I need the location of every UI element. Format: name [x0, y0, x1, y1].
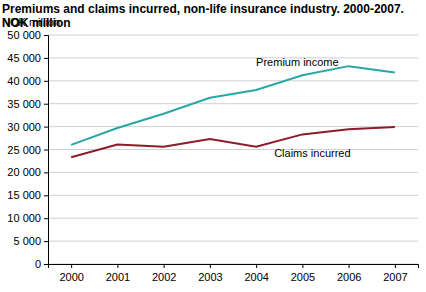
x-axis-line — [49, 265, 419, 269]
grid-line — [48, 241, 418, 242]
plot-area — [71, 66, 395, 157]
y-tick: 50 000 — [7, 29, 48, 41]
grid-line — [48, 80, 418, 81]
x-tick-mark — [349, 264, 350, 268]
x-tick: 2004 — [244, 264, 268, 283]
y-tick: 30 000 — [7, 121, 48, 133]
y-tick: 10 000 — [7, 212, 48, 224]
y-tick-mark — [44, 58, 48, 59]
grid-line — [48, 57, 418, 58]
y-tick-label: 40 000 — [7, 75, 41, 87]
y-tick-mark — [44, 127, 48, 128]
y-tick-mark — [44, 104, 48, 105]
y-tick-label: 45 000 — [7, 52, 41, 64]
x-tick: 2005 — [291, 264, 315, 283]
y-tick: 25 000 — [7, 144, 48, 156]
y-tick-label: 15 000 — [7, 189, 41, 201]
x-tick-label: 2005 — [291, 271, 315, 283]
y-tick: 20 000 — [7, 166, 48, 178]
x-tick: 2007 — [383, 264, 407, 283]
grid-line — [48, 103, 418, 104]
y-tick-label: 5 000 — [13, 235, 41, 247]
x-tick-label: 2001 — [106, 271, 130, 283]
y-tick-mark — [44, 172, 48, 173]
y-axis: 0 5 000 10 000 15 000 20 000 25 000 30 000 35 0… — [7, 29, 48, 270]
y-tick-mark — [44, 195, 48, 196]
y-tick: 45 000 — [7, 52, 48, 64]
y-axis-line — [44, 36, 49, 265]
x-tick-mark — [302, 264, 303, 268]
x-axis: 2000 2001 2002 2003 2004 2005 2006 2007 — [49, 264, 419, 283]
y-tick-mark — [44, 264, 48, 265]
x-tick: 2001 — [106, 264, 130, 283]
y-tick-mark — [44, 241, 48, 242]
grid-line — [48, 35, 418, 36]
x-tick-mark — [256, 264, 257, 268]
series-label: Claims incurred — [274, 147, 350, 159]
y-tick-label: 50 000 — [7, 29, 41, 41]
grid — [48, 35, 418, 264]
y-tick-mark — [44, 150, 48, 151]
y-tick-mark — [44, 35, 48, 36]
x-tick-label: 2007 — [383, 271, 407, 283]
y-tick-label: 0 — [35, 258, 41, 270]
x-tick-label: 2003 — [198, 271, 222, 283]
series-line — [71, 66, 395, 145]
x-tick-label: 2002 — [152, 271, 176, 283]
y-tick: 5 000 — [13, 235, 48, 247]
y-tick-mark — [44, 218, 48, 219]
chart: Premiums and claims incurred, non-life i… — [0, 0, 426, 292]
series-label: Premium income — [256, 56, 339, 68]
x-tick: 2003 — [198, 264, 222, 283]
x-tick-mark — [71, 264, 72, 268]
y-tick: 35 000 — [7, 98, 48, 110]
x-tick-mark — [164, 264, 165, 268]
x-tick: 2006 — [337, 264, 361, 283]
x-tick-label: 2006 — [337, 271, 361, 283]
grid-line — [48, 218, 418, 219]
x-tick: 2002 — [152, 264, 176, 283]
x-tick-label: 2004 — [244, 271, 268, 283]
x-tick-mark — [395, 264, 396, 268]
title: Premiums and claims incurred, non-life i… — [2, 2, 407, 30]
y-tick: 40 000 — [7, 75, 48, 87]
y-tick-mark — [44, 81, 48, 82]
x-tick-mark — [117, 264, 118, 268]
x-tick-mark — [210, 264, 211, 268]
grid-line — [48, 195, 418, 196]
y-tick: 15 000 — [7, 189, 48, 201]
x-tick-label: 2000 — [59, 271, 83, 283]
y-tick-label: 20 000 — [7, 166, 41, 178]
y-tick-label: 25 000 — [7, 144, 41, 156]
y-tick-label: 35 000 — [7, 98, 41, 110]
y-tick-label: 30 000 — [7, 121, 41, 133]
grid-line — [48, 126, 418, 127]
x-tick: 2000 — [59, 264, 83, 283]
grid-line — [48, 172, 418, 173]
y-axis-label: NOK million — [2, 16, 60, 28]
y-tick-label: 10 000 — [7, 212, 41, 224]
y-tick: 0 — [35, 258, 48, 270]
